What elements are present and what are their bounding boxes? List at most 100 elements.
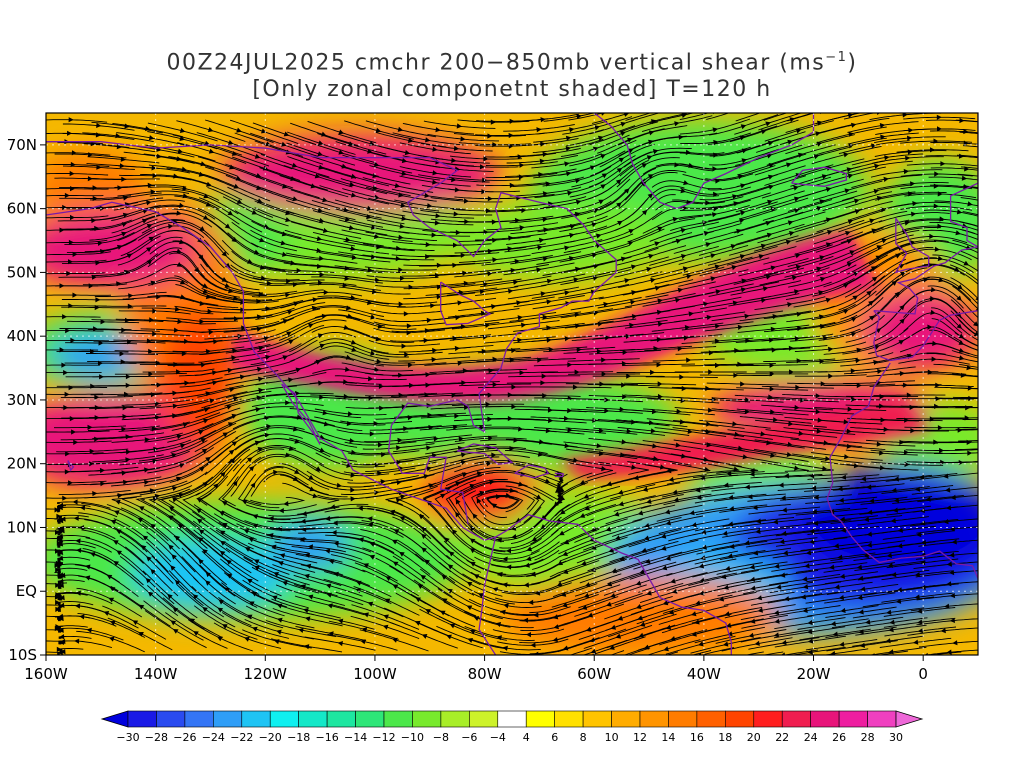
streamline-arrowhead — [106, 574, 113, 580]
streamline-arrowhead — [486, 461, 492, 467]
streamline-arrowhead — [466, 605, 473, 611]
streamline-arrowhead — [583, 493, 589, 499]
streamline-arrowhead — [231, 151, 238, 156]
streamline — [950, 387, 978, 390]
streamline-arrowhead — [172, 403, 178, 409]
streamline-arrowhead — [779, 539, 785, 545]
streamline-arrowhead — [858, 629, 864, 635]
streamline-arrowhead — [367, 300, 373, 306]
streamline-arrowhead — [710, 276, 716, 282]
streamline-arrowhead — [638, 632, 644, 638]
coastline — [440, 281, 492, 326]
streamline-arrowhead — [949, 592, 956, 599]
streamline-arrowhead — [986, 395, 991, 400]
streamline — [963, 185, 978, 189]
streamline-arrowhead — [937, 191, 943, 197]
streamline-arrowhead — [384, 598, 391, 604]
colorbar-swatch — [269, 710, 299, 728]
streamline-arrowhead — [794, 465, 800, 471]
streamline — [952, 285, 978, 310]
streamline-arrowhead — [564, 336, 570, 342]
streamline-arrowhead — [57, 533, 64, 539]
streamline-arrowhead — [147, 591, 154, 597]
streamline-arrowhead — [573, 277, 579, 283]
streamline-arrowhead — [489, 479, 495, 485]
streamline — [952, 239, 978, 250]
streamline-arrowhead — [748, 632, 754, 638]
streamline-arrowhead — [825, 297, 832, 303]
streamline-arrowhead — [884, 155, 890, 161]
streamline-arrowhead — [789, 231, 795, 236]
streamline-arrowhead — [794, 336, 800, 342]
streamline-arrowhead — [1016, 455, 1021, 460]
streamline-arrowhead — [503, 603, 509, 609]
streamline-arrowhead — [822, 465, 828, 472]
streamline-arrowhead — [171, 554, 177, 560]
streamline-arrowhead — [268, 533, 274, 539]
streamline-arrowhead — [122, 212, 129, 218]
colorbar-left-arrow — [100, 710, 129, 728]
streamline-arrowhead — [282, 319, 289, 324]
streamline-arrowhead — [744, 540, 750, 546]
streamline-arrowhead — [994, 168, 999, 173]
coastline — [495, 513, 732, 655]
streamline-arrowhead — [483, 156, 489, 162]
colorbar-label: 26 — [832, 731, 846, 744]
streamline-arrowhead — [706, 314, 712, 320]
streamline-arrowhead — [517, 154, 523, 160]
streamline-arrowhead — [425, 372, 431, 378]
streamline-arrowhead — [939, 447, 945, 454]
streamline-arrowhead — [424, 392, 430, 398]
colorbar-swatch — [696, 710, 726, 728]
streamline-arrowhead — [197, 237, 203, 243]
streamline-arrowhead — [712, 166, 718, 172]
colorbar-label: −30 — [116, 731, 139, 744]
colorbar-swatch — [639, 710, 669, 728]
streamline-arrowhead — [369, 431, 375, 437]
streamline-arrowhead — [949, 617, 955, 623]
streamline-arrowhead — [226, 404, 233, 410]
coastline — [826, 362, 978, 579]
streamline-arrowhead — [596, 443, 602, 449]
streamline-arrowhead — [456, 123, 462, 129]
streamline-arrowhead — [644, 523, 650, 528]
streamline-arrowhead — [170, 620, 177, 626]
title-line-1-close: ) — [847, 50, 858, 76]
streamline-arrowhead — [132, 620, 139, 626]
streamline-arrowhead — [199, 300, 205, 306]
streamline-arrowhead — [787, 220, 794, 226]
streamline — [699, 647, 735, 655]
streamline-arrowhead — [184, 338, 190, 344]
streamline-arrowhead — [141, 218, 148, 224]
streamline-arrowhead — [838, 497, 844, 503]
streamline-arrowhead — [363, 612, 369, 618]
streamline-arrowhead — [728, 506, 735, 512]
streamline-arrowhead — [347, 411, 353, 417]
streamline-arrowhead — [312, 297, 318, 303]
streamline-arrowhead — [791, 275, 798, 281]
streamline-arrowhead — [770, 452, 776, 458]
streamline-arrowhead — [319, 343, 326, 349]
streamline-arrowhead — [349, 438, 355, 444]
streamline-arrowhead — [100, 319, 106, 325]
streamline-arrowhead — [148, 236, 155, 242]
streamline-arrowhead — [224, 283, 231, 288]
streamline-arrowhead — [544, 478, 551, 484]
streamline — [950, 277, 978, 299]
coastline — [478, 536, 497, 655]
streamline-arrowhead — [886, 609, 892, 615]
streamline — [983, 454, 1024, 461]
streamline-arrowhead — [92, 491, 98, 497]
streamline-arrowhead — [253, 249, 260, 255]
streamline-arrowhead — [880, 134, 886, 140]
streamline-arrowhead — [680, 188, 686, 194]
streamline-arrowhead — [227, 210, 234, 216]
x-tick-label: 40W — [687, 665, 721, 683]
streamline-arrowhead — [174, 306, 181, 312]
coastline — [894, 217, 930, 274]
streamline-arrowhead — [631, 314, 638, 320]
streamline-arrowhead — [618, 501, 624, 507]
streamline-arrowhead — [788, 421, 794, 427]
streamline-arrowhead — [957, 427, 963, 433]
streamline-arrowhead — [400, 275, 405, 281]
